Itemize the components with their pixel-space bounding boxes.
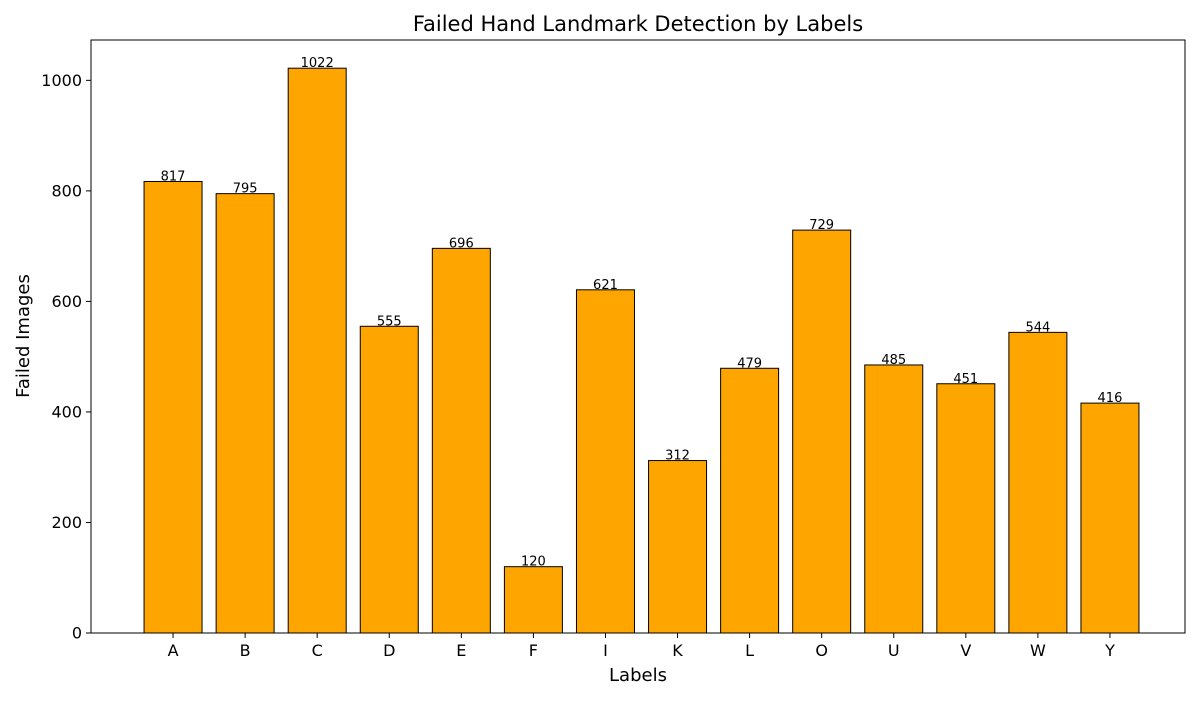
data-label-V: 451: [953, 372, 978, 387]
bar-E: [431, 247, 491, 634]
x-axis-label: Labels: [609, 665, 667, 686]
chart-title: Failed Hand Landmark Detection by Labels: [413, 12, 863, 36]
x-tick-label-O: O: [815, 641, 828, 660]
data-label-A: 817: [161, 169, 186, 184]
x-tick-label-B: B: [240, 641, 251, 660]
x-tick-label-A: A: [168, 641, 179, 660]
data-label-C: 1022: [301, 56, 334, 71]
bar-L: [720, 367, 780, 634]
data-label-Y: 416: [1098, 391, 1123, 406]
bar-U: [864, 364, 924, 634]
y-tick-label-800: 800: [51, 181, 82, 200]
y-ticks-group: 0 200 400 600 800 1000: [41, 71, 91, 643]
data-label-O: 729: [809, 218, 834, 233]
y-tick-label-1000: 1000: [41, 71, 82, 90]
y-tick-label-400: 400: [51, 402, 82, 421]
bar-O: [792, 229, 852, 634]
data-label-I: 621: [593, 278, 618, 293]
x-tick-label-Y: Y: [1104, 641, 1115, 660]
data-label-W: 544: [1025, 320, 1050, 335]
x-tick-label-E: E: [456, 641, 466, 660]
x-tick-label-I: I: [603, 641, 608, 660]
bar-B: [215, 193, 275, 634]
bar-K: [648, 460, 708, 634]
bar-W: [1008, 331, 1068, 634]
y-tick-label-200: 200: [51, 513, 82, 532]
bars-group: [143, 67, 1140, 634]
data-labels-group: 817 795 1022 555 696 120 621 312 479 729 485 451 544…: [161, 56, 1123, 569]
bar-I: [575, 289, 635, 634]
x-tick-label-U: U: [888, 641, 900, 660]
data-label-D: 555: [377, 314, 402, 329]
bar-F: [503, 566, 563, 634]
x-tick-label-F: F: [529, 641, 538, 660]
bar-V: [936, 383, 996, 634]
y-tick-label-0: 0: [72, 624, 82, 643]
x-tick-label-V: V: [960, 641, 971, 660]
data-label-F: 120: [521, 555, 546, 570]
data-label-B: 795: [233, 182, 258, 197]
bar-D: [359, 325, 419, 634]
bar-Y: [1080, 402, 1140, 634]
y-tick-label-600: 600: [51, 292, 82, 311]
y-axis-label: Failed Images: [13, 274, 34, 398]
data-label-E: 696: [449, 236, 474, 251]
x-tick-label-C: C: [312, 641, 323, 660]
plot-area-frame: [90, 39, 1186, 634]
data-label-L: 479: [737, 356, 762, 371]
x-tick-label-D: D: [383, 641, 395, 660]
x-tick-label-W: W: [1030, 641, 1046, 660]
x-tick-label-L: L: [745, 641, 754, 660]
bar-A: [143, 180, 203, 634]
bar-C: [287, 67, 347, 634]
data-label-K: 312: [665, 449, 690, 464]
x-tick-label-K: K: [672, 641, 683, 660]
data-label-U: 485: [881, 353, 906, 368]
